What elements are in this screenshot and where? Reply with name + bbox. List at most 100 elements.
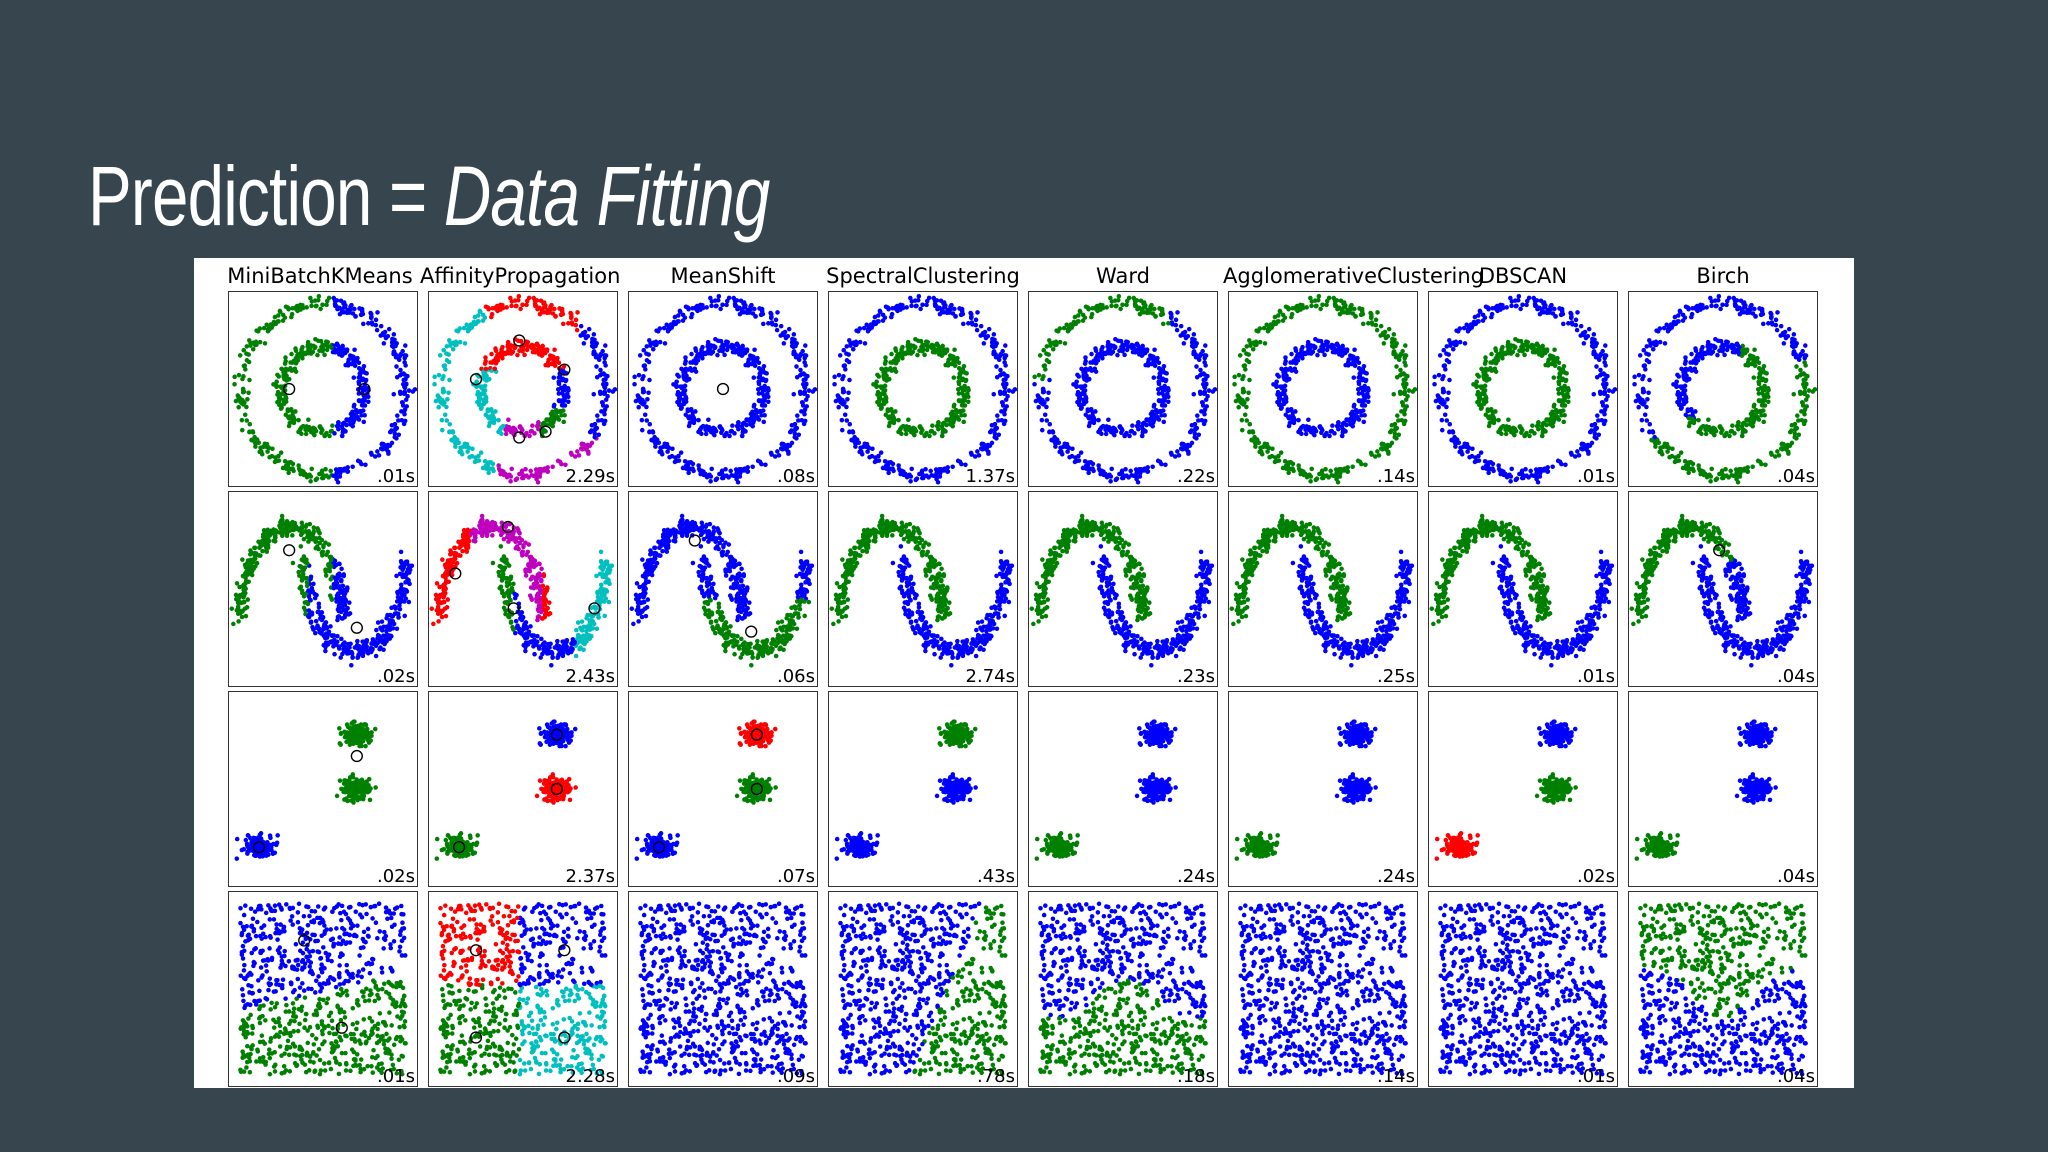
data-point (496, 466, 502, 472)
data-point (708, 474, 714, 479)
data-point (1393, 354, 1399, 360)
data-point (1390, 339, 1395, 344)
data-point (728, 429, 734, 434)
data-point (993, 354, 999, 360)
data-point (504, 305, 509, 310)
data-point (980, 446, 985, 452)
data-point (251, 340, 256, 345)
data-point (1265, 328, 1271, 334)
data-point (282, 315, 288, 320)
data-point (400, 348, 405, 354)
data-point (587, 443, 593, 448)
data-point (574, 327, 580, 333)
data-point (393, 426, 398, 431)
data-point (572, 454, 578, 459)
data-point (644, 358, 650, 363)
data-point (540, 430, 546, 435)
data-point (1504, 305, 1509, 310)
data-point (1476, 313, 1481, 318)
data-point (1482, 391, 1487, 397)
data-point (995, 413, 1000, 418)
data-point (591, 391, 597, 397)
data-point (1276, 402, 1282, 408)
data-point (1148, 422, 1153, 427)
data-point (1232, 381, 1237, 387)
data-point (264, 441, 270, 447)
data-point (724, 302, 729, 308)
data-point (1164, 371, 1169, 376)
data-point (882, 315, 888, 320)
data-point (1559, 312, 1564, 317)
data-point (1536, 350, 1542, 356)
data-point (636, 404, 641, 410)
data-point (1276, 313, 1281, 318)
data-point (1513, 303, 1519, 309)
data-point (1005, 393, 1010, 399)
data-point (832, 374, 837, 380)
column-title-affinitypropagation: AffinityPropagation (420, 264, 620, 288)
data-point (1064, 441, 1070, 447)
data-point (300, 356, 305, 361)
data-point (1303, 431, 1309, 437)
data-point (948, 411, 954, 417)
data-point (937, 466, 942, 472)
data-point (970, 322, 975, 327)
data-point (1082, 391, 1087, 397)
data-point (1405, 393, 1410, 399)
data-point (654, 328, 659, 333)
data-point (1519, 475, 1525, 481)
data-point (940, 352, 945, 357)
data-point (958, 368, 964, 374)
data-point (354, 409, 360, 414)
data-point (675, 319, 681, 324)
data-point (1012, 387, 1017, 392)
data-point (1311, 343, 1316, 349)
data-point (1476, 398, 1482, 404)
data-point (633, 398, 639, 404)
data-point (246, 390, 251, 396)
data-point (1355, 458, 1361, 464)
data-point (308, 479, 313, 484)
data-point (640, 386, 646, 392)
data-point (736, 347, 742, 352)
data-point (1486, 416, 1492, 421)
data-point (556, 360, 562, 366)
data-point (1354, 409, 1360, 414)
data-point (1528, 468, 1533, 474)
data-point (286, 407, 292, 413)
data-point (664, 441, 670, 447)
data-point (1148, 416, 1154, 421)
data-point (722, 352, 727, 358)
data-point (326, 295, 332, 301)
data-point (667, 454, 672, 460)
data-point (1062, 341, 1068, 346)
data-point (1541, 468, 1546, 473)
data-point (454, 328, 459, 333)
data-point (1392, 434, 1398, 440)
data-point (320, 472, 325, 477)
data-point (652, 434, 657, 440)
data-point (1281, 374, 1286, 380)
data-point (1315, 338, 1321, 344)
data-point (688, 466, 693, 472)
data-point (444, 358, 450, 363)
data-point (959, 306, 965, 312)
data-point (1191, 391, 1197, 397)
data-point (1339, 307, 1344, 313)
data-point (1545, 360, 1551, 365)
data-point (551, 375, 557, 380)
data-point (350, 464, 355, 470)
data-point (601, 421, 607, 427)
data-point (1395, 413, 1400, 418)
data-point (999, 409, 1004, 414)
data-point (1466, 445, 1472, 450)
data-point (478, 450, 484, 455)
data-point (1278, 406, 1284, 411)
data-point (1335, 480, 1341, 485)
data-point (755, 458, 761, 464)
data-point (876, 402, 882, 408)
data-point (356, 360, 362, 366)
data-point (1076, 374, 1082, 379)
data-point (552, 306, 557, 312)
data-point (1509, 303, 1514, 309)
